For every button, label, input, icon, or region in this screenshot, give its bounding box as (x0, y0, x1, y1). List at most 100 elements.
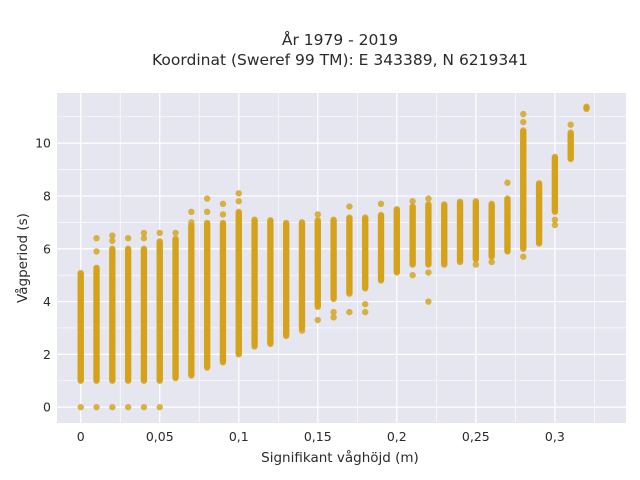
x-tick-label: 0,25 (462, 429, 490, 444)
data-point (93, 235, 100, 242)
data-point (77, 293, 84, 300)
x-tick-label: 0,2 (387, 429, 407, 444)
data-point (377, 200, 385, 208)
data-point (109, 232, 116, 239)
data-point (520, 253, 527, 260)
data-point (488, 258, 495, 266)
data-point (298, 327, 306, 334)
data-point (93, 403, 100, 411)
y-tick-label: 0 (43, 400, 51, 415)
data-point (504, 195, 511, 202)
data-point (314, 211, 321, 218)
data-point (298, 219, 306, 226)
data-point (93, 264, 100, 271)
data-point (425, 195, 432, 202)
data-point (140, 229, 148, 237)
data-point (140, 245, 148, 252)
x-tick-label: 0,3 (545, 429, 565, 444)
data-point (520, 127, 527, 134)
data-point (520, 118, 527, 126)
data-point (188, 219, 195, 226)
data-point (330, 308, 337, 316)
y-axis-ticks: 0 2 4 6 8 10 (35, 136, 51, 415)
data-point (156, 403, 163, 411)
data-point (409, 203, 416, 210)
data-point (377, 211, 385, 219)
data-point (140, 235, 148, 242)
data-point (330, 314, 337, 321)
data-point (203, 195, 211, 202)
data-point (456, 198, 464, 205)
data-point (251, 216, 258, 223)
data-point (109, 245, 116, 252)
plot-area (57, 93, 626, 423)
x-tick-label: 0,15 (304, 429, 332, 444)
chart-title: År 1979 - 2019 (282, 30, 398, 49)
data-point (109, 403, 116, 411)
data-point (267, 217, 274, 224)
data-point (583, 103, 590, 110)
data-point (346, 308, 353, 316)
data-point (219, 219, 227, 227)
data-point (314, 217, 321, 224)
data-point (362, 301, 369, 308)
data-point (441, 201, 448, 208)
data-point (235, 208, 242, 215)
data-point (362, 308, 369, 316)
data-point (520, 110, 527, 118)
data-point (156, 238, 163, 245)
data-point (172, 235, 179, 242)
data-points (77, 103, 590, 411)
data-point (124, 245, 132, 252)
x-tick-label: 0 (77, 429, 85, 444)
x-axis-ticks: 0 0,05 0,1 0,15 0,2 0,25 0,3 (77, 429, 565, 444)
y-tick-label: 4 (43, 294, 51, 309)
data-point (567, 129, 574, 136)
data-point (346, 214, 353, 221)
y-tick-label: 8 (43, 188, 51, 203)
data-point (409, 198, 416, 205)
y-tick-label: 10 (35, 136, 51, 151)
data-point (472, 198, 480, 205)
x-tick-label: 0,1 (229, 429, 249, 444)
data-point (124, 235, 132, 242)
data-point (172, 229, 179, 237)
data-point (551, 153, 559, 161)
data-point (362, 214, 369, 221)
data-point (488, 200, 495, 208)
data-point (551, 221, 559, 229)
data-point (330, 216, 337, 223)
data-point (314, 316, 321, 324)
data-point (203, 219, 211, 227)
y-tick-label: 6 (43, 241, 51, 256)
data-point (77, 269, 84, 277)
data-point (551, 216, 559, 223)
data-point (425, 201, 432, 208)
data-point (567, 121, 574, 128)
data-point (425, 269, 432, 276)
y-tick-label: 2 (43, 347, 51, 362)
data-point (124, 403, 132, 411)
data-point (219, 211, 227, 218)
data-point (203, 208, 211, 215)
data-point (282, 219, 290, 227)
data-point (77, 403, 84, 411)
data-point (472, 261, 480, 268)
data-point (140, 403, 148, 411)
data-point (219, 200, 227, 208)
data-point (156, 229, 163, 237)
data-point (93, 248, 100, 255)
y-axis-title: Vågperiod (s) (14, 213, 31, 303)
data-point (235, 190, 242, 197)
data-point (188, 208, 195, 215)
x-tick-label: 0,05 (146, 429, 174, 444)
data-point (409, 271, 416, 279)
data-point (346, 203, 353, 210)
chart-subtitle: Koordinat (Sweref 99 TM): E 343389, N 62… (152, 51, 528, 69)
data-point (425, 298, 432, 305)
data-point (535, 180, 543, 187)
data-point (109, 237, 116, 245)
data-point (393, 205, 401, 213)
x-axis-title: Signifikant våghöjd (m) (261, 449, 419, 466)
